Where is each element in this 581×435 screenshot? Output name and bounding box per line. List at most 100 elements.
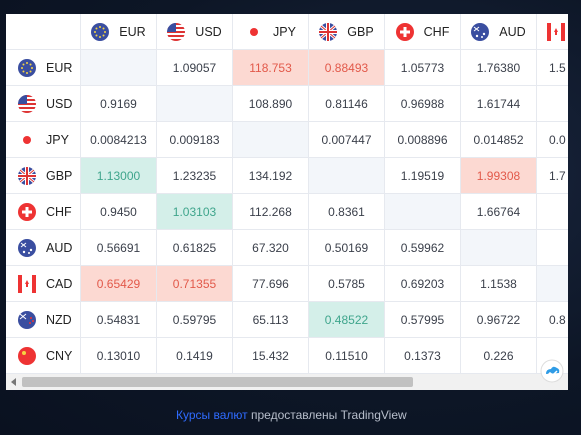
empty-cell [537,266,568,302]
rate-cell: 118.753 [233,50,309,86]
row-header: NZD [6,302,81,338]
widget-icon[interactable] [540,359,564,383]
currency-code: JPY [46,132,69,147]
rate-cell: 134.192 [233,158,309,194]
rate-cell: 0.59962 [385,230,461,266]
empty-cell [309,158,385,194]
column-header: JPY [233,14,309,50]
currency-code: AUD [499,24,526,39]
currency-code: CHF [423,24,450,39]
rate-cell: 1.05773 [385,50,461,86]
row-header: AUD [6,230,81,266]
footer: Курсы валют предоставлены TradingView [176,408,407,422]
footer-link[interactable]: Курсы валют [176,408,248,422]
rate-cell: 0.008896 [385,122,461,158]
column-header: CAD [537,14,568,50]
rate-cell: 0.009183 [157,122,233,158]
rate-cell: 1.76380 [461,50,537,86]
currency-code: CHF [46,204,72,219]
rate-cell: 1.23235 [157,158,233,194]
currency-code: AUD [46,240,73,255]
rate-cell: 0.007447 [309,122,385,158]
rate-cell: 0.59795 [157,302,233,338]
rate-cell: 108.890 [233,86,309,122]
rate-cell: 1.99308 [461,158,537,194]
rate-cell: 0.88493 [309,50,385,86]
rate-cell: 1.13000 [81,158,157,194]
rate-cell: 0.61825 [157,230,233,266]
rate-cell: 0.54831 [81,302,157,338]
currency-code: USD [46,96,73,111]
cross-rates-widget: EURUSDJPYGBPCHFAUDCADEUR1.09057118.7530.… [6,14,568,390]
rate-cell: 0.13010 [81,338,157,374]
scroll-thumb[interactable] [22,377,413,387]
column-header: CHF [385,14,461,50]
flag [319,22,338,41]
rate-cell: 65.113 [233,302,309,338]
empty-cell [537,230,568,266]
flag [18,202,36,221]
rate-cell: 0.56691 [81,230,157,266]
scroll-left[interactable] [6,374,22,390]
rate-cell: 1.03103 [157,194,233,230]
flag [18,166,36,185]
rate-cell: 1.61744 [461,86,537,122]
rate-cell: 0.5785 [309,266,385,302]
column-header: EUR [81,14,157,50]
flag [395,22,414,41]
rate-cell: 1.1538 [461,266,537,302]
currency-code: CAD [46,276,73,291]
rate-cell: 67.320 [233,230,309,266]
flag [18,94,36,113]
flag [91,22,110,41]
scrollbar[interactable] [6,374,568,390]
rate-cell: 1.7 [537,158,568,194]
empty-cell [537,194,568,230]
rate-cell: 0.96988 [385,86,461,122]
flag [18,58,36,77]
corner-cell [6,14,81,50]
rate-cell: 112.268 [233,194,309,230]
currency-code: GBP [347,24,374,39]
column-header: GBP [309,14,385,50]
rate-cell: 0.81146 [309,86,385,122]
row-header: EUR [6,50,81,86]
footer-text: предоставлены TradingView [250,408,407,422]
flag [18,238,36,257]
empty-cell [81,50,157,86]
rate-cell: 0.50169 [309,230,385,266]
rate-cell: 0.8 [537,302,568,338]
rate-cell: 0.11510 [309,338,385,374]
flag [167,22,186,41]
row-header: CNY [6,338,81,374]
rate-cell: 0.69203 [385,266,461,302]
rate-cell: 0.0 [537,122,568,158]
flag [471,22,490,41]
rate-cell: 15.432 [233,338,309,374]
currency-code: EUR [46,60,73,75]
flag [18,130,36,149]
rate-cell: 0.014852 [461,122,537,158]
column-header: USD [157,14,233,50]
currency-code: EUR [119,24,146,39]
rate-cell: 0.0084213 [81,122,157,158]
currency-code: GBP [46,168,73,183]
rate-cell: 1.5 [537,50,568,86]
rate-cell: 0.96722 [461,302,537,338]
rate-cell: 1.19519 [385,158,461,194]
empty-cell [461,230,537,266]
rate-cell: 0.9450 [81,194,157,230]
flag [18,274,36,293]
rate-cell: 0.57995 [385,302,461,338]
currency-code: CNY [46,348,73,363]
row-header: CHF [6,194,81,230]
row-header: USD [6,86,81,122]
rate-cell: 0.9169 [81,86,157,122]
rate-cell: 0.226 [461,338,537,374]
rate-cell: 0.8361 [309,194,385,230]
empty-cell [233,122,309,158]
flag [547,22,566,41]
flag [18,346,36,365]
empty-cell [157,86,233,122]
currency-code: NZD [46,312,72,327]
